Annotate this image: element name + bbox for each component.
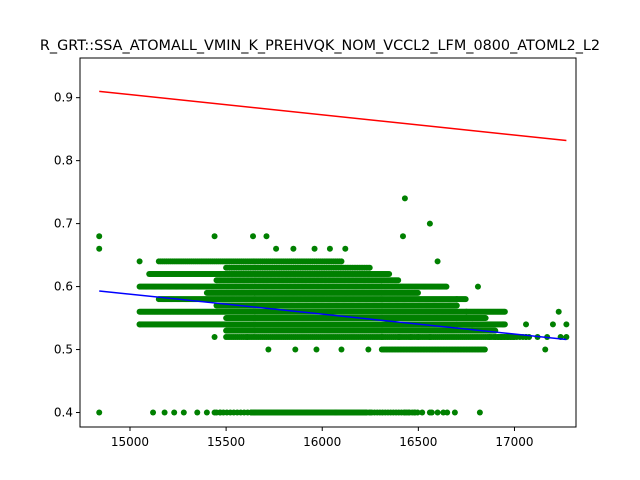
x-tick-label: 16500	[399, 435, 437, 449]
data-point	[474, 283, 481, 290]
x-tick-label: 15500	[207, 435, 245, 449]
data-point	[136, 321, 143, 328]
data-point	[180, 409, 187, 416]
data-point	[419, 409, 426, 416]
data-point	[96, 233, 103, 240]
data-point	[265, 346, 272, 353]
data-point	[469, 321, 476, 328]
data-point	[211, 233, 218, 240]
data-point	[482, 315, 489, 322]
y-tick-label: 0.7	[54, 217, 73, 231]
data-point	[451, 409, 458, 416]
data-point	[311, 245, 318, 252]
data-point	[463, 308, 470, 315]
data-point	[411, 409, 418, 416]
data-point	[161, 409, 168, 416]
data-point	[498, 333, 505, 340]
data-point	[399, 233, 406, 240]
data-point	[395, 277, 402, 284]
fit-line	[99, 290, 567, 341]
data-point	[248, 409, 255, 416]
data-point	[365, 346, 372, 353]
data-point	[211, 409, 218, 416]
data-point	[415, 333, 422, 340]
y-tick-label: 0.5	[54, 343, 73, 357]
data-point	[338, 346, 345, 353]
data-point	[292, 346, 299, 353]
data-point	[563, 333, 570, 340]
data-point	[290, 245, 297, 252]
data-point	[273, 245, 280, 252]
data-point	[523, 321, 530, 328]
plot-area-frame	[79, 57, 577, 428]
data-point	[313, 346, 320, 353]
data-point	[386, 270, 393, 277]
data-point	[194, 409, 201, 416]
y-tick-label: 0.6	[54, 280, 73, 294]
data-point	[342, 245, 349, 252]
y-axis: 0.4 0.5 0.6 0.7 0.8 0.9	[54, 91, 80, 420]
data-point	[426, 220, 433, 227]
x-tick-label: 17000	[495, 435, 533, 449]
y-tick-label: 0.4	[54, 406, 73, 420]
data-point	[250, 233, 257, 240]
data-point	[434, 258, 441, 265]
data-point	[481, 346, 488, 353]
data-point	[378, 333, 385, 340]
data-point	[96, 409, 103, 416]
data-point	[414, 289, 421, 296]
x-tick-label: 15000	[111, 435, 149, 449]
data-point	[555, 308, 562, 315]
data-point	[426, 333, 433, 340]
data-point	[443, 283, 450, 290]
y-tick-label: 0.9	[54, 91, 73, 105]
y-tick-label: 0.8	[54, 154, 73, 168]
data-point	[367, 409, 374, 416]
lines-layer	[99, 90, 567, 341]
chart-title: R_GRT::SSA_ATOMALL_VMIN_K_PREHVQK_NOM_VC…	[40, 38, 600, 54]
data-point	[244, 333, 251, 340]
data-point	[428, 409, 435, 416]
data-point	[462, 296, 469, 303]
data-point	[263, 233, 270, 240]
data-point	[549, 321, 556, 328]
data-point	[150, 409, 157, 416]
data-point	[444, 409, 451, 416]
data-point	[476, 409, 483, 416]
data-point	[401, 195, 408, 202]
data-point	[211, 333, 218, 340]
data-point	[434, 409, 441, 416]
data-point	[396, 333, 403, 340]
data-point	[171, 409, 178, 416]
data-point	[453, 302, 460, 309]
data-point	[366, 264, 373, 271]
data-point	[453, 296, 460, 303]
x-axis: 15000 15500 16000 16500 17000	[111, 427, 534, 449]
data-point	[501, 308, 508, 315]
data-point	[217, 409, 224, 416]
data-point	[407, 333, 414, 340]
data-point	[96, 245, 103, 252]
data-point	[453, 321, 460, 328]
data-point	[338, 258, 345, 265]
x-tick-label: 16000	[303, 435, 341, 449]
data-point	[405, 409, 412, 416]
data-point	[326, 245, 333, 252]
data-point	[542, 346, 549, 353]
data-point	[499, 321, 506, 328]
data-point	[136, 258, 143, 265]
data-point	[563, 321, 570, 328]
data-point	[203, 409, 210, 416]
points-layer	[96, 195, 570, 416]
data-point	[332, 409, 339, 416]
data-point	[486, 333, 493, 340]
upper-limit-line	[99, 90, 567, 142]
